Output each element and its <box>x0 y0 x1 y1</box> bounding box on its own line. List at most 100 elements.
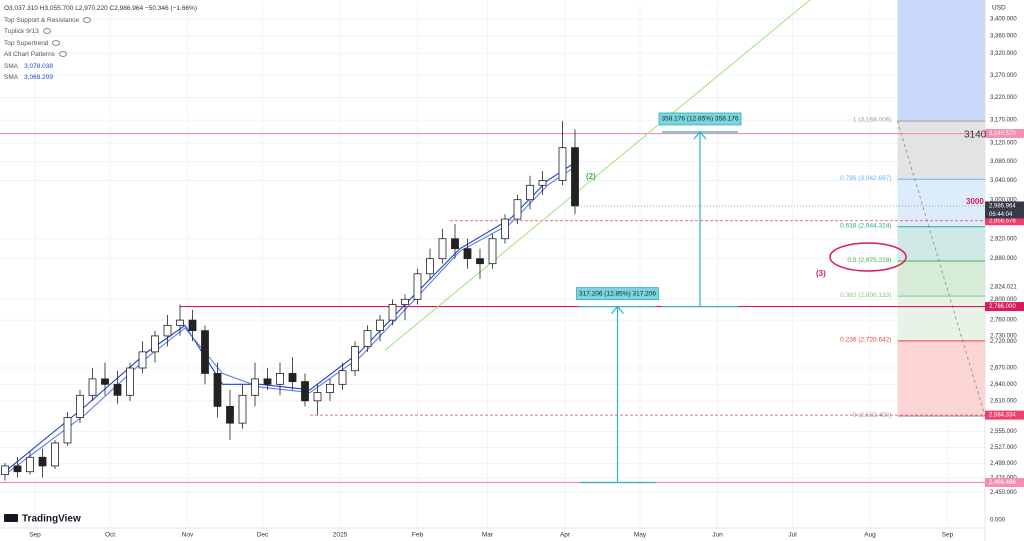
axis-label: 2,730.000 <box>990 333 1017 339</box>
sma-value: 3,078.038 <box>24 62 54 70</box>
y-tick-label: 3,270.000 <box>990 73 1017 79</box>
countdown-box <box>985 210 1024 219</box>
annotation: 3140 <box>964 130 987 141</box>
candle-body <box>51 442 59 467</box>
candle-body <box>488 238 497 265</box>
measure-label: 358.176 (12.85%) 358.176 <box>662 116 739 123</box>
candle-body <box>526 184 534 201</box>
candle-body <box>188 319 197 332</box>
annotation: (2) <box>586 172 596 181</box>
y-tick-label: 3,360.000 <box>990 34 1017 40</box>
brand-logo <box>4 514 18 522</box>
fib-label: 0.786 (3,042.697) <box>840 175 891 182</box>
candle-body <box>276 373 284 385</box>
x-tick-label: Apr <box>560 532 571 539</box>
y-tick-label: 3,400.000 <box>990 16 1017 22</box>
price-box <box>985 478 1024 488</box>
candle-body <box>288 373 297 382</box>
candle-body <box>451 238 459 250</box>
fib-zone <box>897 179 985 227</box>
price-box-label: 2,584.334 <box>989 413 1016 419</box>
candle-body <box>426 258 434 275</box>
sma-line <box>4 162 576 473</box>
candle-body <box>538 180 547 186</box>
x-tick-label: Sep <box>942 532 954 539</box>
fib-zone <box>897 226 985 262</box>
indicator[interactable]: Top Support & Resistance <box>4 15 197 27</box>
indicator[interactable]: Top Supertrend <box>4 38 197 50</box>
y-tick-label: 3,320.000 <box>990 51 1017 57</box>
price-box-label: 2,466.486 <box>989 480 1016 486</box>
sma-legend[interactable]: SMA 3,069.209 <box>4 72 197 84</box>
y-tick-label: 3,040.000 <box>990 178 1017 184</box>
candle-body <box>138 351 147 369</box>
price-box-label: 2,786.000 <box>989 304 1016 310</box>
indicator[interactable]: Tuplick 9/13 <box>4 26 197 38</box>
y-tick-label: 3,220.000 <box>990 95 1017 101</box>
candle-body <box>76 394 84 418</box>
x-tick-label: Nov <box>182 532 194 539</box>
axis-label: 2,720.000 <box>990 339 1017 345</box>
fib-zone <box>897 261 985 297</box>
candle-body <box>176 319 184 326</box>
candle-body <box>351 346 359 372</box>
price-box-label: 2,986.964 <box>989 204 1016 210</box>
indicator-name: All Chart Patterns <box>4 51 55 58</box>
price-box <box>985 216 1024 226</box>
sma-value: 3,069.209 <box>24 74 54 81</box>
fib-label: 0.618 (2,944.324) <box>840 222 891 229</box>
annotation: 3000 <box>966 197 984 206</box>
price-box-label: 3,140.570 <box>989 131 1016 137</box>
legend: O3,037.310 H3,055.700 L2,970.220 C2,986.… <box>4 3 197 84</box>
y-tick-label: 2,800.000 <box>990 297 1017 303</box>
candle-body <box>113 383 122 396</box>
candle-body <box>151 335 159 353</box>
y-tick-label: 2,760.000 <box>990 318 1017 324</box>
x-tick-label: Aug <box>864 532 876 539</box>
candle-body <box>438 238 447 260</box>
measure-box <box>576 287 659 300</box>
x-tick-label: Feb <box>412 532 424 539</box>
y-tick-label: 2,880.000 <box>990 256 1017 262</box>
candle-body <box>263 378 272 385</box>
candle-body <box>238 394 247 424</box>
x-tick-label: May <box>634 532 647 539</box>
measure-arrow <box>693 131 707 140</box>
candle-body <box>301 381 309 402</box>
fib-label: 1 (3,168.006) <box>853 117 892 124</box>
brand: TradingView <box>22 514 81 525</box>
measure-arrow <box>611 305 624 314</box>
price-box-label: 2,956.576 <box>989 218 1016 224</box>
ohlc: O3,037.310 H3,055.700 L2,970.220 C2,986.… <box>4 5 197 12</box>
candle-body <box>63 417 72 444</box>
indicator-name: Top Supertrend <box>4 39 49 47</box>
candle-body <box>26 456 34 473</box>
y-tick-label: 2,555.000 <box>990 429 1017 435</box>
candle-body <box>226 405 234 424</box>
indicator[interactable]: All Chart Patterns <box>4 49 197 61</box>
fib-top-zone <box>897 0 985 121</box>
candle-body <box>163 324 172 337</box>
y-tick-label: 3,120.000 <box>990 141 1017 147</box>
candle-body <box>388 304 397 321</box>
measure-box <box>658 112 742 126</box>
axis-extra-label: 0.000 <box>990 518 1006 524</box>
sma-name: SMA <box>4 62 19 70</box>
currency: USD <box>992 5 1006 12</box>
candle-body <box>213 373 222 407</box>
fib-label: 0.5 (2,875.228) <box>847 257 891 264</box>
x-tick-label: Sep <box>29 532 41 539</box>
indicator-name: Tuplick 9/13 <box>4 28 39 35</box>
candle-body <box>401 298 409 305</box>
highlight-ellipse <box>829 242 907 272</box>
fib-label: 0.382 (2,806.133) <box>840 292 891 299</box>
x-tick-label: Dec <box>257 532 269 539</box>
sma-legend[interactable]: SMA 3,078.038 <box>4 61 197 73</box>
axis-label: 3,000.000 <box>990 197 1017 203</box>
candle-body <box>571 147 579 207</box>
candle-body <box>126 367 134 396</box>
candle-body <box>101 378 109 385</box>
x-tick-label: Jun <box>712 532 723 539</box>
